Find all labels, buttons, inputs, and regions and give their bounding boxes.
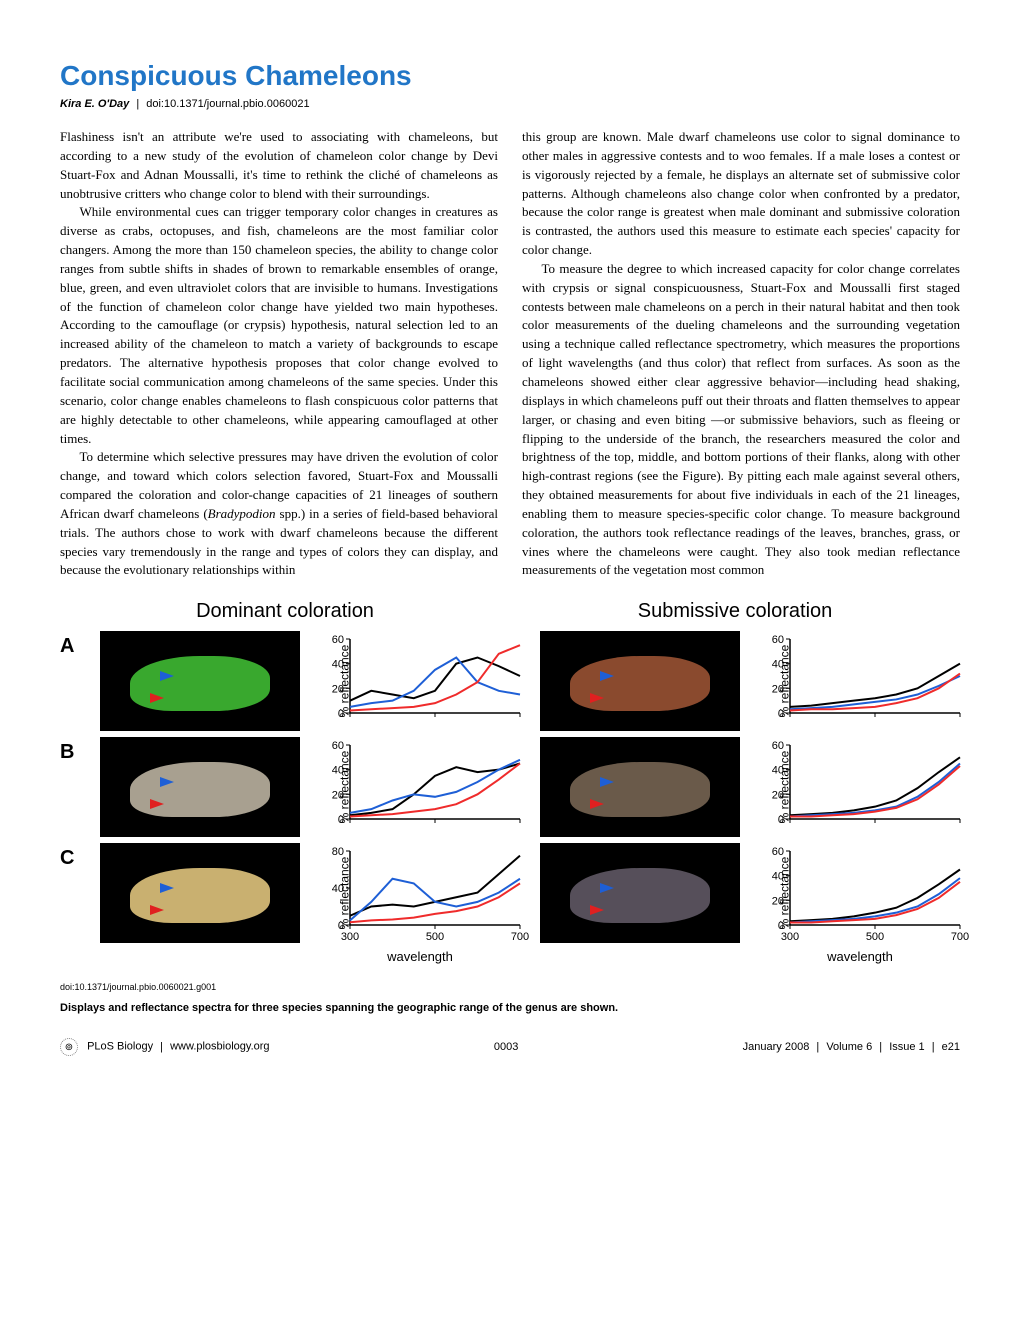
chart-series-black (350, 856, 520, 916)
footer-right: January 2008 | Volume 6 | Issue 1 | e21 (743, 1041, 960, 1053)
chart-series-red (790, 766, 960, 817)
figure-grid: A % reflectance0204060% reflectance020406… (60, 631, 960, 974)
footer-volume: Volume 6 (826, 1041, 872, 1053)
footer-issue: Issue 1 (889, 1041, 924, 1053)
article-doi: doi:10.1371/journal.pbio.0060021 (146, 98, 309, 110)
reflectance-chart: % reflectance0204060 (750, 631, 970, 731)
figure-row-label: A (60, 631, 90, 731)
annotation-arrow-red-icon (150, 905, 164, 915)
chameleon-photo (540, 843, 740, 943)
annotation-arrow-black-icon (190, 639, 204, 653)
article-title: Conspicuous Chameleons (60, 60, 960, 92)
chameleon-photo (540, 737, 740, 837)
footer-date: January 2008 (743, 1041, 810, 1053)
paragraph-1: Flashiness isn't an attribute we're used… (60, 128, 498, 203)
chart-series-black (790, 664, 960, 707)
annotation-arrow-blue-icon (600, 883, 614, 893)
footer-eloc: e21 (942, 1041, 960, 1053)
figure-row-label: C (60, 843, 90, 943)
reflectance-chart: % reflectance0204060 (310, 631, 530, 731)
reflectance-chart: % reflectance0204060 (310, 737, 530, 837)
paragraph-4: this group are known. Male dwarf chamele… (522, 128, 960, 260)
chart-xlabel: wavelength (750, 949, 970, 974)
figure: Dominant coloration Submissive coloratio… (60, 600, 960, 1014)
byline: Kira E. O'Day | doi:10.1371/journal.pbio… (60, 98, 960, 110)
annotation-arrow-blue-icon (160, 671, 174, 681)
annotation-arrow-blue-icon (160, 883, 174, 893)
chart-ylabel: % reflectance (777, 751, 791, 824)
body-columns: Flashiness isn't an attribute we're used… (60, 128, 960, 580)
footer-page: 0003 (494, 1041, 518, 1053)
chart-ylabel: % reflectance (337, 857, 351, 930)
footer-site: www.plosbiology.org (170, 1041, 269, 1053)
figure-caption: Displays and reflectance spectra for thr… (60, 1002, 960, 1014)
reflectance-chart: % reflectance0204060 (750, 737, 970, 837)
figure-doi: doi:10.1371/journal.pbio.0060021.g001 (60, 982, 960, 992)
footer-left: ⊚ PLoS Biology | www.plosbiology.org (60, 1038, 270, 1056)
chart-series-blue (350, 760, 520, 813)
svg-text:300: 300 (341, 931, 359, 943)
cc-icon: ⊚ (60, 1038, 78, 1056)
annotation-arrow-red-icon (150, 693, 164, 703)
chart-ylabel: % reflectance (777, 645, 791, 718)
chameleon-photo (100, 631, 300, 731)
annotation-arrow-red-icon (590, 693, 604, 703)
chameleon-photo (100, 843, 300, 943)
p3-italic: Bradypodion (208, 506, 276, 521)
chart-xlabel: wavelength (310, 949, 530, 974)
fig-header-dominant: Dominant coloration (60, 600, 510, 623)
annotation-arrow-black-icon (190, 745, 204, 759)
annotation-arrow-red-icon (590, 905, 604, 915)
chameleon-photo (540, 631, 740, 731)
chart-series-black (350, 658, 520, 701)
annotation-arrow-black-icon (630, 745, 644, 759)
chart-series-red (350, 645, 520, 710)
paragraph-2: While environmental cues can trigger tem… (60, 203, 498, 448)
reflectance-chart: % reflectance04080300500700 (310, 843, 530, 943)
footer-journal: PLoS Biology (87, 1041, 153, 1053)
annotation-arrow-blue-icon (600, 777, 614, 787)
paragraph-3: To determine which selective pressures m… (60, 448, 498, 580)
annotation-arrow-black-icon (630, 851, 644, 865)
chart-ylabel: % reflectance (337, 645, 351, 718)
svg-text:500: 500 (866, 931, 884, 943)
annotation-arrow-black-icon (630, 639, 644, 653)
annotation-arrow-blue-icon (160, 777, 174, 787)
chameleon-photo (100, 737, 300, 837)
svg-text:700: 700 (511, 931, 529, 943)
annotation-arrow-red-icon (150, 799, 164, 809)
reflectance-chart: % reflectance0204060300500700 (750, 843, 970, 943)
svg-text:500: 500 (426, 931, 444, 943)
chart-ylabel: % reflectance (337, 751, 351, 824)
paragraph-5: To measure the degree to which increased… (522, 260, 960, 580)
chart-series-blue (790, 764, 960, 817)
svg-text:700: 700 (951, 931, 969, 943)
annotation-arrow-blue-icon (600, 671, 614, 681)
annotation-arrow-black-icon (190, 851, 204, 865)
chart-ylabel: % reflectance (777, 857, 791, 930)
author-name: Kira E. O'Day (60, 98, 129, 110)
svg-text:300: 300 (781, 931, 799, 943)
page-footer: ⊚ PLoS Biology | www.plosbiology.org 000… (60, 1038, 960, 1056)
chart-series-black (790, 870, 960, 922)
annotation-arrow-red-icon (590, 799, 604, 809)
figure-row-label: B (60, 737, 90, 837)
byline-separator: | (136, 98, 139, 110)
fig-header-submissive: Submissive coloration (510, 600, 960, 623)
